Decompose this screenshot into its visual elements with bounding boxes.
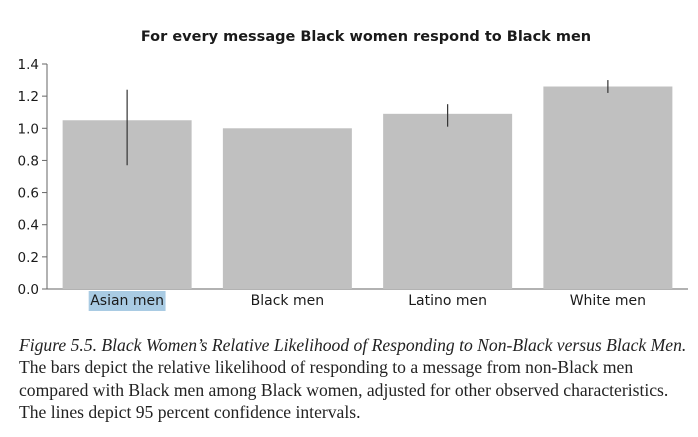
y-tick-label: 0.2: [18, 250, 39, 266]
figure-label: Figure 5.5. Black Women’s Relative Likel…: [19, 335, 687, 355]
x-tick-label: Latino men: [408, 293, 487, 309]
x-tick-label: Black men: [251, 293, 324, 309]
x-tick-label: White men: [570, 293, 646, 309]
chart-title: For every message Black women respond to…: [141, 29, 591, 45]
bar: [383, 113, 513, 289]
y-tick-label: 1.4: [18, 57, 39, 73]
y-tick-label: 0.0: [18, 282, 39, 298]
bar: [543, 86, 673, 289]
caption-body: The bars depict the relative likelihood …: [19, 357, 669, 423]
figure-caption: Figure 5.5. Black Women’s Relative Likel…: [19, 334, 687, 424]
bar-chart: For every message Black women respond to…: [18, 29, 688, 311]
x-tick-label: Asian men: [90, 293, 164, 309]
y-tick-label: 0.8: [18, 153, 39, 169]
y-tick-label: 1.2: [18, 89, 39, 105]
y-tick-label: 1.0: [18, 121, 39, 137]
bar: [222, 128, 352, 289]
selection-highlight: [88, 291, 166, 311]
y-tick-label: 0.6: [18, 186, 39, 202]
y-tick-label: 0.4: [18, 218, 39, 234]
